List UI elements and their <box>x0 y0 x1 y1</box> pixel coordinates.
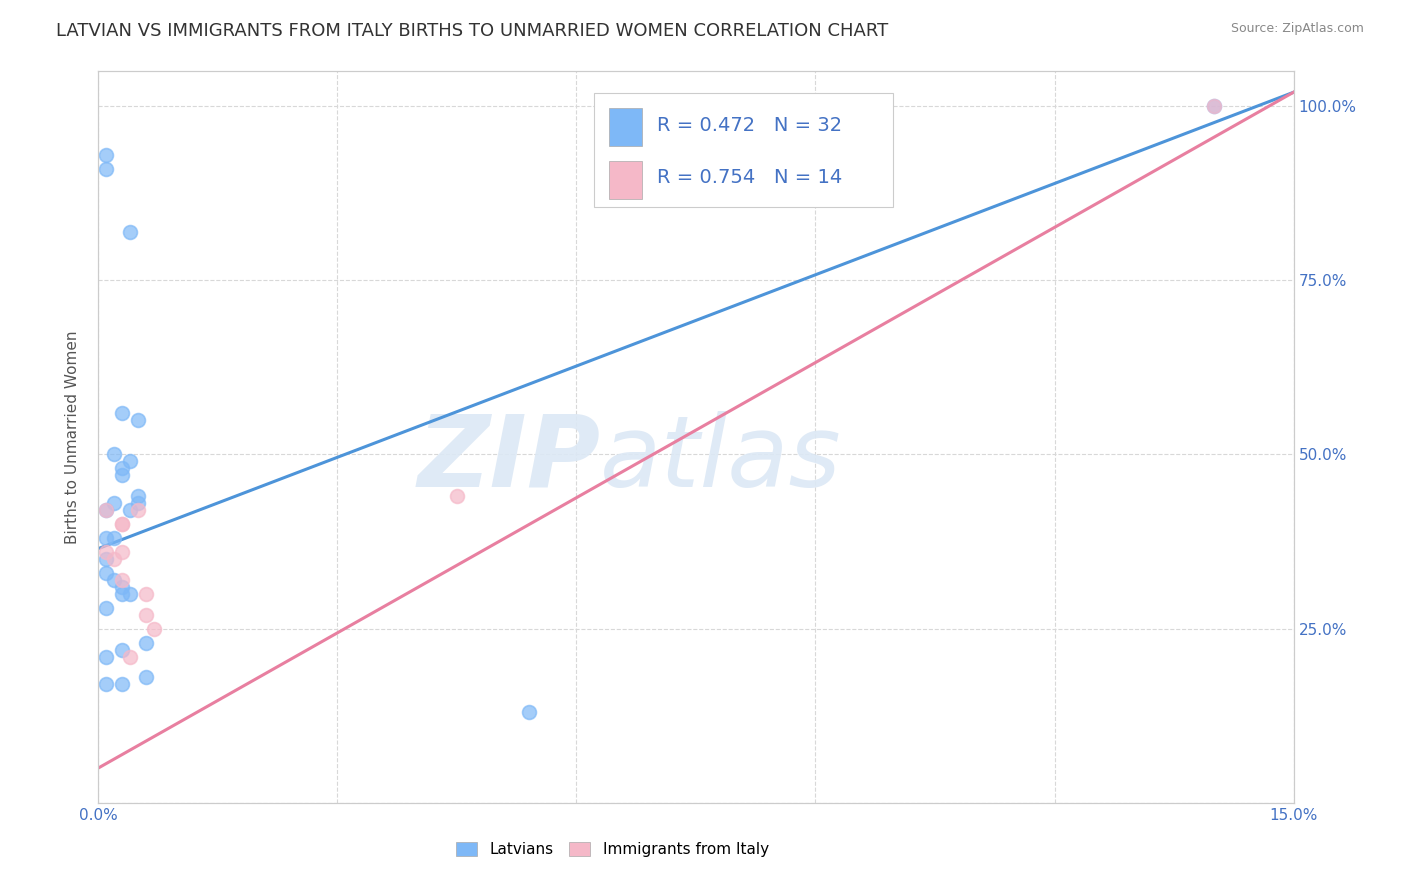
Point <box>135 670 157 684</box>
Point <box>103 552 125 566</box>
Point <box>127 489 149 503</box>
Point <box>1202 99 1225 113</box>
Point <box>111 517 134 532</box>
Point <box>1202 99 1225 113</box>
Point <box>96 566 118 580</box>
Point <box>96 600 118 615</box>
Point <box>120 503 142 517</box>
Point <box>143 622 166 636</box>
FancyBboxPatch shape <box>595 94 893 207</box>
Point <box>96 552 118 566</box>
Text: R = 0.754   N = 14: R = 0.754 N = 14 <box>657 168 842 187</box>
Legend: Latvians, Immigrants from Italy: Latvians, Immigrants from Italy <box>449 834 776 864</box>
Point <box>135 635 157 649</box>
Point <box>135 587 157 601</box>
Point <box>860 99 883 113</box>
Point <box>103 496 125 510</box>
Text: LATVIAN VS IMMIGRANTS FROM ITALY BIRTHS TO UNMARRIED WOMEN CORRELATION CHART: LATVIAN VS IMMIGRANTS FROM ITALY BIRTHS … <box>56 22 889 40</box>
Point <box>111 517 134 532</box>
Point <box>96 148 118 162</box>
Point <box>96 161 118 176</box>
Point <box>103 573 125 587</box>
Point <box>111 545 134 559</box>
Point <box>120 587 142 601</box>
Point <box>103 531 125 545</box>
Text: atlas: atlas <box>600 410 842 508</box>
Point <box>111 642 134 657</box>
Text: Source: ZipAtlas.com: Source: ZipAtlas.com <box>1230 22 1364 36</box>
Point <box>111 587 134 601</box>
Point <box>111 677 134 691</box>
Point <box>103 448 125 462</box>
Text: ZIP: ZIP <box>418 410 600 508</box>
Point <box>446 489 468 503</box>
Point <box>96 503 118 517</box>
Point <box>96 503 118 517</box>
Point <box>517 705 540 719</box>
Point <box>96 531 118 545</box>
Point <box>127 496 149 510</box>
Point <box>111 573 134 587</box>
Text: R = 0.472   N = 32: R = 0.472 N = 32 <box>657 116 842 135</box>
FancyBboxPatch shape <box>609 108 643 146</box>
Point <box>127 503 149 517</box>
Point <box>111 468 134 483</box>
Point <box>96 649 118 664</box>
Point <box>127 412 149 426</box>
Y-axis label: Births to Unmarried Women: Births to Unmarried Women <box>65 330 80 544</box>
Point <box>96 545 118 559</box>
Point <box>120 454 142 468</box>
Point <box>135 607 157 622</box>
Point <box>120 649 142 664</box>
Point <box>111 580 134 594</box>
Point <box>120 225 142 239</box>
FancyBboxPatch shape <box>609 161 643 200</box>
Point <box>111 461 134 475</box>
Point <box>111 406 134 420</box>
Point <box>96 677 118 691</box>
